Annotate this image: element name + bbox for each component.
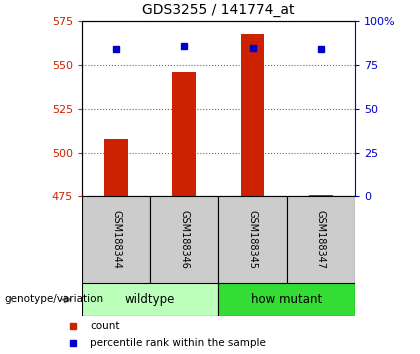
Text: wildtype: wildtype [125,293,175,306]
Text: genotype/variation: genotype/variation [4,295,103,304]
Text: GSM188345: GSM188345 [247,210,257,269]
Bar [150,196,218,283]
Bar [286,196,355,283]
Bar [82,283,218,316]
Bar [218,283,355,316]
Text: GSM188347: GSM188347 [316,210,326,269]
Text: GSM188344: GSM188344 [111,210,121,269]
Bar [104,139,128,196]
Bar [82,196,150,283]
Text: percentile rank within the sample: percentile rank within the sample [90,338,266,348]
Bar [218,196,286,283]
Text: count: count [90,321,120,331]
Bar [172,72,196,196]
Title: GDS3255 / 141774_at: GDS3255 / 141774_at [142,4,295,17]
Text: how mutant: how mutant [251,293,322,306]
Text: GSM188346: GSM188346 [179,210,189,269]
Bar [241,34,265,196]
Bar [309,195,333,196]
